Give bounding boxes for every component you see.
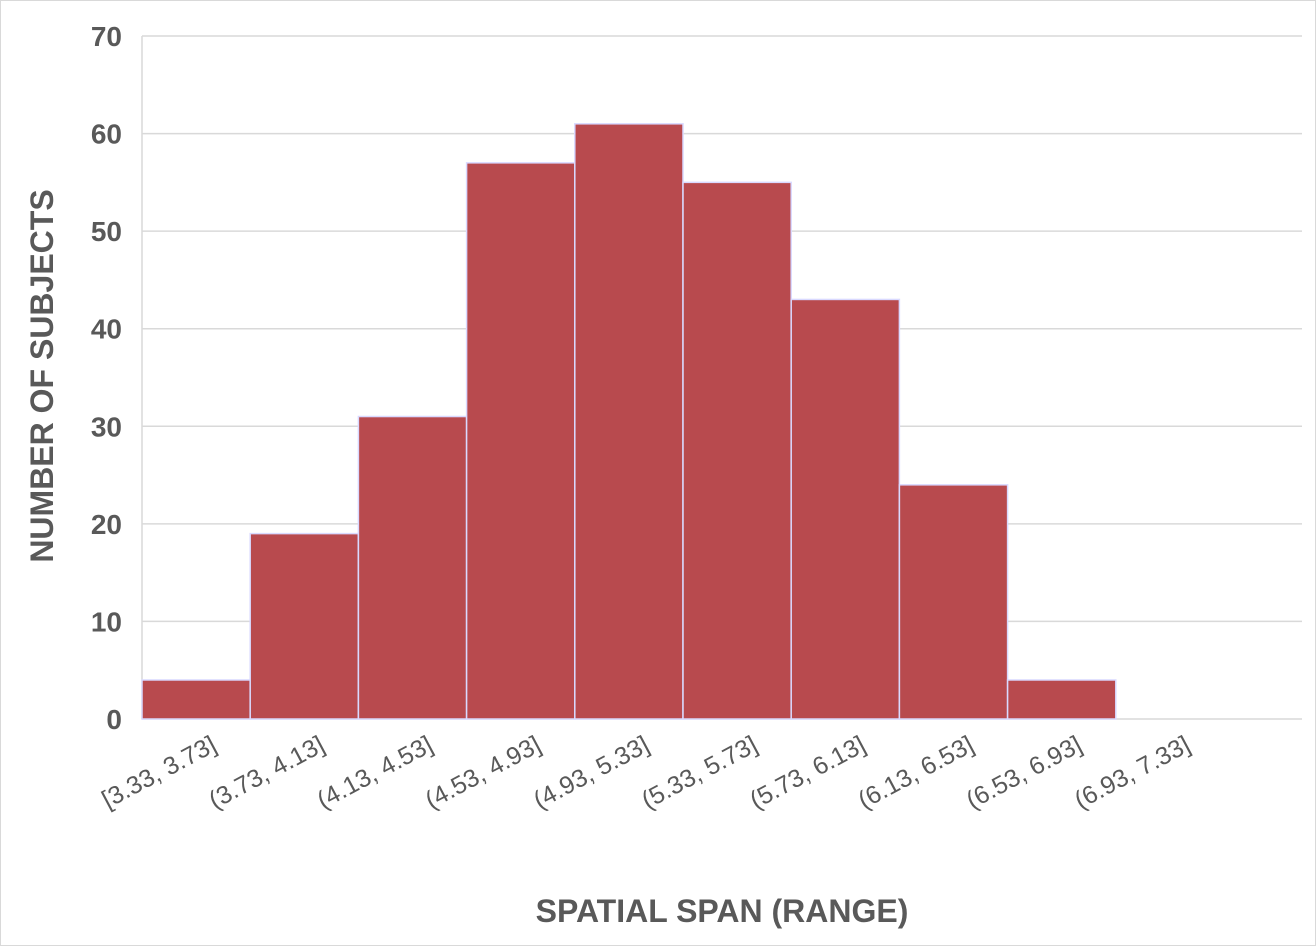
y-tick-label: 30 [91, 411, 122, 442]
y-axis-ticks: 0 10 20 30 40 50 60 70 [91, 21, 122, 735]
bar [898, 484, 1009, 720]
bar [249, 532, 360, 720]
y-tick-label: 70 [91, 21, 122, 52]
y-tick-label: 10 [91, 606, 122, 637]
y-tick-label: 60 [91, 119, 122, 150]
bar [1006, 679, 1117, 720]
bar [682, 181, 792, 720]
bar [574, 123, 684, 720]
bar [790, 298, 901, 720]
y-tick-label: 50 [91, 216, 122, 247]
y-axis-title: NUMBER OF SUBJECTS [24, 189, 60, 562]
bars [141, 123, 1117, 720]
x-axis-title: SPATIAL SPAN (RANGE) [536, 893, 909, 929]
y-tick-label: 40 [91, 314, 122, 345]
bar [357, 415, 468, 720]
bar [141, 679, 251, 720]
bar [465, 162, 576, 720]
y-tick-label: 20 [91, 509, 122, 540]
y-tick-label: 0 [106, 704, 122, 735]
